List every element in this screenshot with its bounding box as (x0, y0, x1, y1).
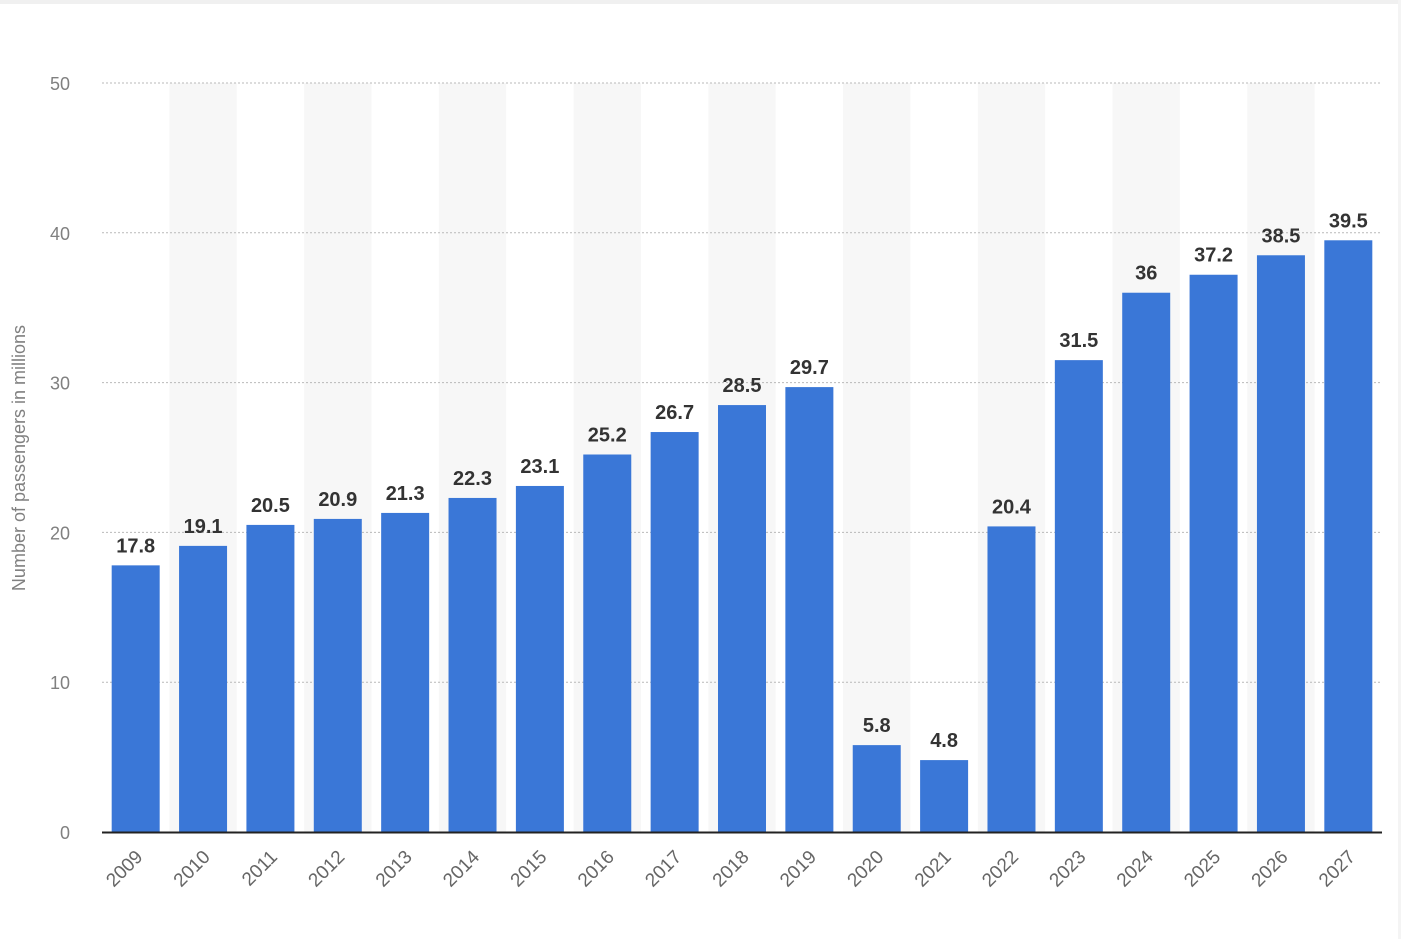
top-border (0, 0, 1401, 4)
bar (179, 545, 228, 832)
bar (313, 518, 362, 832)
x-axis-ticks: 2009 2010 2011 2012 2013 2014 2015 2016 2017 2018… (102, 846, 1359, 891)
bar-value-label: 17.8 (116, 535, 155, 557)
x-tick-label: 2026 (1248, 847, 1293, 892)
x-tick-label: 2014 (439, 846, 484, 891)
x-tick-label: 2025 (1180, 847, 1225, 892)
bar-value-label: 29.7 (790, 357, 829, 379)
bar (650, 432, 699, 832)
x-tick-label: 2023 (1046, 847, 1091, 892)
bar (852, 745, 901, 832)
bar (1122, 292, 1171, 833)
bar (111, 565, 160, 832)
bar-value-label: 23.1 (520, 456, 559, 478)
y-axis-ticks: 0 10 20 30 40 50 (50, 74, 70, 843)
bar (515, 485, 564, 832)
bar-value-label: 31.5 (1059, 330, 1098, 352)
x-tick-label: 2019 (776, 847, 821, 892)
bar (381, 512, 430, 832)
bar-value-label: 20.5 (251, 495, 290, 517)
bar (448, 497, 497, 832)
bar (583, 454, 632, 832)
bar-value-label: 38.5 (1261, 225, 1300, 247)
bar (1189, 274, 1238, 832)
bar (785, 387, 834, 832)
bar (987, 526, 1036, 832)
x-tick-label: 2016 (574, 847, 619, 892)
bar-value-label: 20.4 (992, 496, 1032, 518)
y-tick-label: 20 (50, 523, 70, 543)
right-border (1398, 0, 1401, 939)
y-axis-label: Number of passengers in millions (9, 325, 29, 591)
bar-value-label: 20.9 (318, 489, 357, 511)
bar (1054, 360, 1103, 832)
bar-value-label: 5.8 (863, 715, 891, 737)
x-tick-label: 2021 (911, 847, 956, 892)
y-tick-label: 40 (50, 224, 70, 244)
x-tick-label: 2009 (102, 847, 147, 892)
bar-value-label: 28.5 (723, 375, 762, 397)
bar-value-label: 21.3 (386, 483, 425, 505)
bar (920, 760, 969, 832)
bar (1256, 255, 1305, 832)
x-tick-label: 2017 (641, 847, 686, 892)
bar-value-label: 25.2 (588, 425, 627, 447)
bar-value-label: 4.8 (930, 730, 958, 752)
y-tick-label: 10 (50, 673, 70, 693)
bar-value-label: 36 (1135, 263, 1157, 285)
bar-value-label: 37.2 (1194, 245, 1233, 267)
y-tick-label: 50 (50, 74, 70, 94)
y-tick-label: 30 (50, 374, 70, 394)
x-tick-label: 2011 (238, 847, 282, 891)
y-tick-label: 0 (60, 823, 70, 843)
bar (718, 405, 766, 832)
x-tick-label: 2015 (507, 847, 552, 892)
background-band (843, 83, 911, 832)
bar-value-label: 22.3 (453, 468, 492, 490)
bars (111, 240, 1373, 833)
x-tick-label: 2018 (709, 847, 754, 892)
x-tick-label: 2013 (372, 847, 417, 892)
x-tick-label: 2027 (1315, 847, 1360, 892)
x-tick-label: 2020 (844, 847, 889, 892)
bar-value-label: 26.7 (655, 402, 694, 424)
bar-value-label: 39.5 (1329, 210, 1368, 232)
x-tick-label: 2022 (978, 847, 1023, 892)
bar-value-labels: 17.8 19.1 20.5 20.9 21.3 22.3 23.1 25.2 26.7 28.5… (116, 210, 1368, 752)
bar (246, 524, 295, 832)
x-tick-label: 2012 (305, 847, 350, 892)
x-tick-label: 2010 (170, 847, 215, 892)
bar-value-label: 19.1 (184, 516, 223, 538)
x-tick-label: 2024 (1113, 846, 1158, 891)
bar (1324, 240, 1373, 833)
